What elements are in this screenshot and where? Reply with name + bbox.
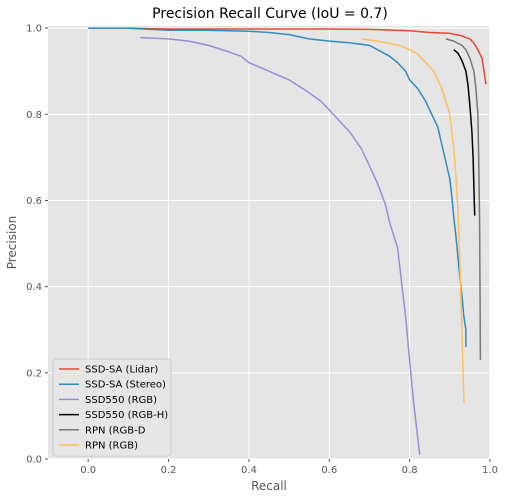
- x-tick-label: 0.4: [241, 465, 257, 476]
- series-layer: [88, 27, 487, 455]
- legend-label-2: SSD550 (RGB): [85, 395, 157, 406]
- legend: SSD-SA (Lidar) SSD-SA (Stereo) SSD550 (RGB…: [52, 358, 172, 457]
- x-tick-label: 0.6: [321, 465, 337, 476]
- x-tick-label: 0.0: [80, 465, 96, 476]
- legend-label-4: RPN (RGB-D: [85, 425, 146, 436]
- legend-box: [52, 358, 172, 457]
- legend-label-3: SSD550 (RGB-H): [85, 410, 168, 421]
- legend-label-1: SSD-SA (Stereo): [85, 380, 166, 391]
- series-line-2: [140, 36, 421, 455]
- x-axis-label: Recall: [251, 479, 287, 493]
- x-tick-label: 0.2: [161, 465, 177, 476]
- series-line-4: [445, 38, 482, 360]
- series-line-5: [361, 38, 465, 404]
- y-tick-label: 1.0: [26, 24, 42, 35]
- y-tick-label: 0.2: [26, 368, 42, 379]
- legend-label-5: RPN (RGB): [85, 441, 138, 452]
- x-tick-label: 0.8: [402, 465, 418, 476]
- series-line-0: [88, 27, 487, 85]
- series-line-1: [88, 27, 467, 347]
- y-axis-label: Precision: [5, 216, 19, 270]
- y-tick-label: 0.6: [26, 196, 42, 207]
- y-tick-label: 0.4: [26, 282, 42, 293]
- y-tick-label: 0.8: [26, 110, 42, 121]
- x-tick-label: 1.0: [482, 465, 498, 476]
- legend-label-0: SSD-SA (Lidar): [85, 365, 158, 376]
- axis-ticks: 0.0 0.2 0.4 0.6 0.8 1.0 0.0 0.2 0.4 0.6 0.8 1.0: [26, 24, 498, 476]
- series-line-3: [453, 49, 476, 216]
- y-tick-label: 0.0: [26, 455, 42, 466]
- chart-title: Precision Recall Curve (IoU = 0.7): [152, 6, 388, 22]
